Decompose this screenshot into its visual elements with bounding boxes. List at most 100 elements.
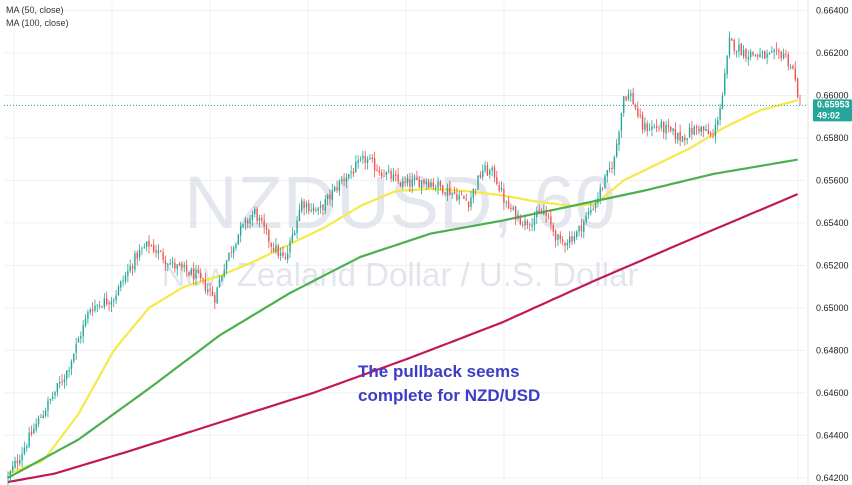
candle [73,353,75,364]
candle [380,169,383,179]
y-tick-label: 0.65000 [816,303,849,313]
candle [263,213,265,234]
candle [237,233,240,245]
candle [479,171,482,179]
candle [249,214,251,229]
candle [740,42,742,56]
candle [341,176,343,185]
candle [573,231,576,244]
candle [331,183,334,208]
candle [646,120,648,137]
candle [49,398,52,405]
candle [94,299,96,313]
candle [406,173,409,187]
candle [684,133,686,146]
candle [200,268,202,282]
candle [688,123,691,138]
candle [662,120,665,139]
candle [435,184,437,192]
candle [639,108,641,119]
candle [122,275,124,287]
candle [373,151,376,178]
candle [773,48,775,60]
candle [425,178,428,190]
candle [385,171,388,181]
candle [117,284,120,297]
candle [554,229,557,248]
candle [44,407,47,418]
candle [580,218,583,238]
candle [712,128,714,139]
candle [275,238,277,255]
candle [606,169,608,183]
candle [63,374,66,389]
candle [691,120,693,140]
candle [247,217,249,229]
candle [477,175,479,191]
y-tick-label: 0.64800 [816,345,849,355]
candle [169,259,171,266]
candle [731,38,733,42]
candle [430,178,432,188]
candle [536,206,538,225]
candle [651,120,653,137]
candle [557,233,559,247]
price-tag-countdown: 49:02 [817,110,840,120]
candle [526,219,529,230]
candle [87,309,89,324]
candle [376,164,378,172]
candle [228,252,230,262]
candle [153,238,155,254]
candle [322,203,324,215]
candle [467,201,470,212]
candle [538,204,540,213]
candle [623,96,625,117]
candle [190,267,193,276]
candle [251,210,254,227]
candle [150,244,153,247]
candle [752,51,754,57]
candle [19,454,21,467]
candle [700,125,702,137]
candle [733,38,735,55]
legend-ma100[interactable]: MA (100, close) [6,18,69,28]
candle [162,248,164,264]
candle [134,250,136,273]
candle [512,205,514,211]
candle [721,92,724,110]
legend-ma50[interactable]: MA (50, close) [6,5,64,15]
candle [799,94,801,106]
candle [742,44,745,60]
candle [578,225,580,237]
moving-averages [7,99,799,484]
candle [103,293,106,310]
candle [766,49,768,65]
candle [420,179,423,195]
candle [681,135,684,143]
candle [282,246,284,259]
candle [707,123,710,135]
candle [242,223,244,229]
candle [507,196,510,209]
candle [418,176,420,188]
candle [486,162,489,176]
candle [268,228,270,249]
candle [630,89,632,102]
candle [411,172,413,194]
candle [427,178,430,189]
candle [449,180,451,196]
price-axis[interactable]: 0.66400 0.66200 0.66000 0.65800 0.65600 0.654… [807,0,849,485]
candle [362,150,364,164]
candle [47,396,49,418]
candle [545,205,547,223]
candle [312,203,315,215]
candle [592,204,594,211]
candle [665,120,667,141]
candle [167,262,169,272]
candle [270,242,272,253]
price-tag-price: 0.65953 [817,99,850,109]
y-tick-label: 0.65400 [816,218,849,228]
candle [141,246,143,255]
